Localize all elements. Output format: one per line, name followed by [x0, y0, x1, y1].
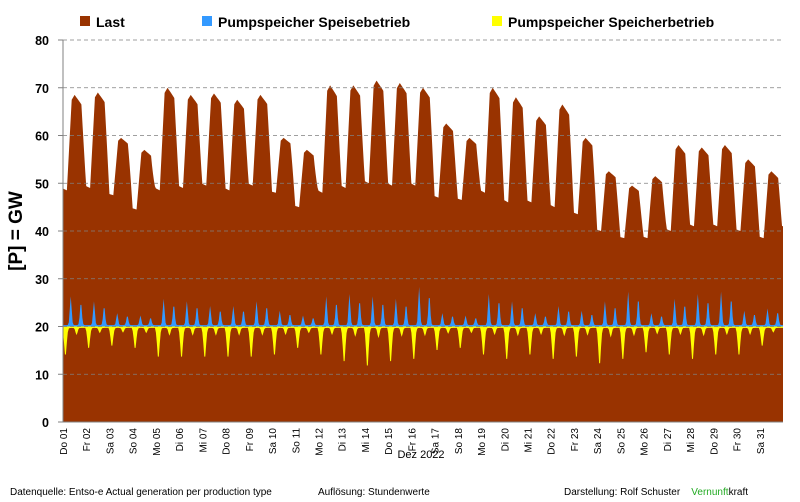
y-tick-label: 70 — [35, 82, 49, 96]
x-tick-label: So 25 — [616, 428, 627, 455]
footer-brand-rest: kraft — [728, 487, 749, 498]
x-axis-label: Dez 2022 — [397, 449, 444, 461]
y-tick-label: 50 — [35, 177, 49, 191]
x-tick-label: Mi 21 — [524, 428, 535, 453]
x-tick-label: Di 20 — [500, 428, 511, 452]
x-tick-label: Do 01 — [59, 428, 70, 455]
x-tick-label: Di 27 — [663, 428, 674, 452]
series-speisebetrieb-area — [63, 286, 783, 327]
y-tick-label: 80 — [35, 34, 49, 48]
x-tick-label: Fr 30 — [733, 428, 744, 452]
x-tick-label: Sa 03 — [106, 428, 117, 455]
footer-source: Datenquelle: Entso-e Actual generation p… — [10, 487, 272, 498]
series-speicherbetrieb-area — [63, 326, 783, 366]
x-tick-label: Do 22 — [547, 428, 558, 455]
x-tick-label: Di 06 — [175, 428, 186, 452]
legend-label-speicherbetrieb: Pumpspeicher Speicherbetrieb — [508, 14, 714, 30]
y-tick-label: 20 — [35, 321, 49, 335]
x-tick-label: Fr 23 — [570, 428, 581, 452]
y-axis-label: [P] = GW — [6, 191, 27, 271]
gridlines — [63, 39, 783, 375]
footer-resolution-value: Stundenwerte — [368, 487, 430, 498]
x-tick-label: Mo 26 — [640, 428, 651, 456]
y-tick-label: 10 — [35, 368, 49, 382]
x-tick-label: So 18 — [454, 428, 465, 455]
plot-area — [63, 80, 783, 422]
x-tick-label: Fr 02 — [82, 428, 93, 452]
footer-author-name: Rolf Schuster — [620, 487, 681, 498]
x-tick-labels: Do 01 Fr 02 Sa 03 So 04 Mo 05 Di 06 Mi 07 Do 08… — [59, 428, 767, 456]
legend-swatch-speisebetrieb — [202, 16, 212, 26]
x-tick-label: Do 15 — [384, 428, 395, 455]
x-tick-label: So 04 — [129, 428, 140, 455]
footer-resolution: Auflösung: Stundenwerte — [318, 487, 430, 498]
x-tick-label: Sa 10 — [268, 428, 279, 455]
legend-swatch-last — [80, 16, 90, 26]
x-tick-label: Mo 05 — [152, 428, 163, 456]
x-tick-label: Mi 07 — [198, 428, 209, 453]
x-tick-label: Mo 19 — [477, 428, 488, 456]
y-tick-label: 60 — [35, 130, 49, 144]
y-tick-labels: 0 10 20 30 40 50 60 70 80 — [35, 34, 63, 430]
legend-label-last: Last — [96, 14, 125, 30]
legend: Last Pumpspeicher Speisebetrieb Pumpspei… — [80, 14, 714, 30]
y-tick-label: 40 — [35, 225, 49, 239]
y-tick-label: 30 — [35, 273, 49, 287]
x-tick-label: Do 08 — [222, 428, 233, 455]
footer-author: Darstellung: Rolf Schuster Vernunftkraft — [564, 487, 748, 498]
x-tick-label: So 11 — [291, 428, 302, 454]
x-tick-label: Sa 24 — [593, 428, 604, 455]
footer-brand-green: Vernunft — [691, 487, 729, 498]
series-last-area — [63, 80, 783, 422]
legend-label-speisebetrieb: Pumpspeicher Speisebetrieb — [218, 14, 410, 30]
x-tick-label: Sa 31 — [756, 428, 767, 455]
y-tick-label: 0 — [42, 416, 49, 430]
x-tick-label: Mi 14 — [361, 428, 372, 453]
x-tick-label: Sa 17 — [431, 428, 442, 455]
x-tick-label: Do 29 — [709, 428, 720, 455]
x-tick-label: Fr 09 — [245, 428, 256, 452]
legend-swatch-speicherbetrieb — [492, 16, 502, 26]
x-tick-label: Di 13 — [338, 428, 349, 452]
x-tick-label: Fr 16 — [407, 428, 418, 452]
x-tick-label: Mi 28 — [686, 428, 697, 453]
footer-resolution-label: Auflösung: — [318, 487, 366, 498]
x-tick-label: Mo 12 — [315, 428, 326, 456]
footer-author-label: Darstellung: — [564, 487, 618, 498]
